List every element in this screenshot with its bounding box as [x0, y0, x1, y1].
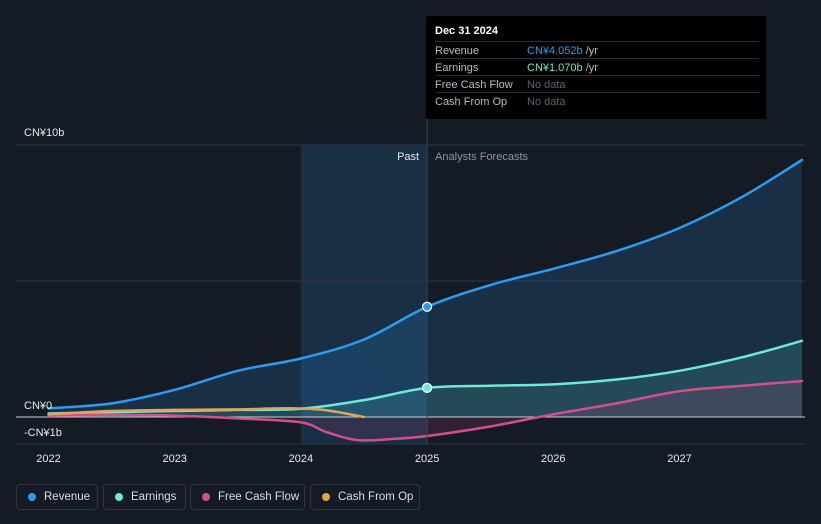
- x-axis-label: 2023: [162, 453, 186, 465]
- tooltip-row-cash-from-op: Cash From Op No data: [435, 92, 759, 110]
- x-axis-label: 2025: [415, 453, 439, 465]
- cash-from-op-line: [47, 407, 366, 419]
- tooltip-label: Earnings: [435, 62, 479, 74]
- earnings-area: [48, 340, 802, 417]
- tooltip-label: Free Cash Flow: [435, 79, 513, 91]
- tooltip-value: CN¥1.070b /yr: [527, 62, 598, 74]
- tooltip-label: Cash From Op: [435, 96, 508, 108]
- past-region: [300, 145, 428, 444]
- legend-item-free-cash-flow[interactable]: Free Cash Flow: [190, 484, 305, 510]
- x-axis-label: 2022: [36, 453, 60, 465]
- past-label: Past: [397, 151, 419, 163]
- y-axis-label: CN¥0: [24, 400, 52, 412]
- legend-dot-earnings: [115, 493, 123, 501]
- legend-label: Revenue: [44, 491, 91, 503]
- revenue-marker[interactable]: [422, 301, 433, 312]
- y-axis-label: CN¥10b: [24, 127, 64, 139]
- y-axis-label: -CN¥1b: [24, 427, 62, 439]
- legend-item-cash-from-op[interactable]: Cash From Op: [310, 484, 420, 510]
- tooltip: Dec 31 2024 Revenue CN¥4.052b /yr Earnin…: [426, 16, 766, 119]
- unit-text: /yr: [582, 45, 598, 57]
- tooltip-row-free-cash-flow: Free Cash Flow No data: [435, 75, 759, 93]
- tooltip-value: No data: [527, 79, 566, 91]
- revenue-area: [48, 160, 802, 417]
- legend-dot-free-cash-flow: [202, 493, 210, 501]
- legend-label: Free Cash Flow: [218, 491, 300, 503]
- tooltip-value: CN¥4.052b /yr: [527, 45, 598, 57]
- free-cash-flow-line: [47, 379, 804, 442]
- legend-label: Earnings: [131, 491, 177, 503]
- tooltip-row-earnings: Earnings CN¥1.070b /yr: [435, 58, 759, 76]
- unit-text: /yr: [582, 62, 598, 74]
- legend-item-earnings[interactable]: Earnings: [103, 484, 186, 510]
- tooltip-date: Dec 31 2024: [435, 25, 498, 37]
- legend-item-revenue[interactable]: Revenue: [16, 484, 98, 510]
- earnings-value: CN¥1.070b: [527, 62, 583, 74]
- x-axis-label: 2024: [289, 453, 313, 465]
- tooltip-label: Revenue: [435, 45, 480, 57]
- legend-dot-revenue: [28, 493, 36, 501]
- legend-label: Cash From Op: [338, 491, 414, 503]
- revenue-value: CN¥4.052b: [527, 45, 583, 57]
- forecast-label: Analysts Forecasts: [435, 151, 528, 163]
- legend-dot-cash-from-op: [322, 493, 330, 501]
- x-axis-label: 2026: [541, 453, 565, 465]
- tooltip-value: No data: [527, 96, 566, 108]
- tooltip-row-revenue: Revenue CN¥4.052b /yr: [435, 41, 759, 59]
- earnings-marker[interactable]: [422, 382, 433, 393]
- x-axis-label: 2027: [667, 453, 691, 465]
